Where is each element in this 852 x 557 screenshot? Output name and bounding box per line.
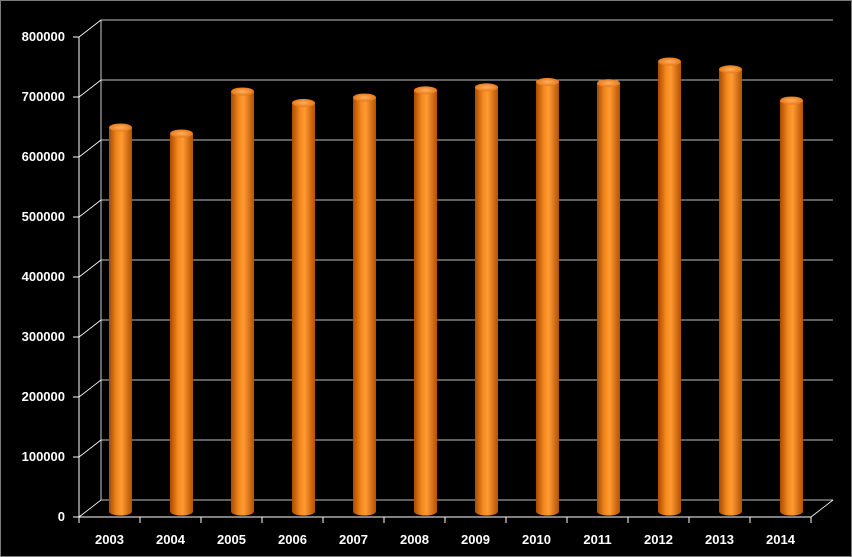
gridline-connector <box>78 199 102 218</box>
x-tick-label: 2013 <box>705 532 734 547</box>
axes <box>73 20 834 523</box>
gridline-connector <box>78 19 102 38</box>
y-tick-label: 100000 <box>22 449 65 464</box>
y-tick-label: 300000 <box>22 329 65 344</box>
gridline-connector <box>78 499 102 518</box>
bars <box>109 57 803 516</box>
x-tick-label: 2010 <box>522 532 551 547</box>
x-tick-label: 2008 <box>400 532 429 547</box>
x-axis-tick-labels: 2003 2004 2005 2006 2007 2008 2009 2010 2011 2012… <box>95 532 796 547</box>
y-axis-tick-labels: 0 100000 200000 300000 400000 500000 600000 700… <box>22 29 65 524</box>
x-tick-label: 2012 <box>644 532 673 547</box>
gridline-connector <box>78 79 102 98</box>
gridline-connector <box>78 379 102 398</box>
bar <box>475 83 498 516</box>
floor-edge <box>810 499 834 518</box>
bar <box>414 86 437 516</box>
x-tick-label: 2007 <box>339 532 368 547</box>
gridline-connector <box>78 439 102 458</box>
x-tick-label: 2011 <box>583 532 611 547</box>
x-tick-label: 2005 <box>217 532 246 547</box>
x-tick-label: 2006 <box>278 532 307 547</box>
x-tick-label: 2009 <box>461 532 490 547</box>
bar <box>353 93 376 516</box>
gridlines <box>78 19 833 518</box>
bar <box>658 57 681 516</box>
y-tick-label: 700000 <box>22 89 65 104</box>
y-tick-label: 500000 <box>22 209 65 224</box>
bar <box>231 87 254 516</box>
bar <box>292 98 315 516</box>
gridline-connector <box>78 259 102 278</box>
x-tick-label: 2004 <box>156 532 186 547</box>
bar <box>170 129 193 516</box>
bar <box>597 79 620 516</box>
y-tick-label: 200000 <box>22 389 65 404</box>
y-tick-label: 0 <box>58 509 65 524</box>
bar <box>536 77 559 516</box>
bar <box>719 65 742 516</box>
y-tick-label: 600000 <box>22 149 65 164</box>
bar <box>780 96 803 516</box>
gridline-connector <box>78 139 102 158</box>
y-tick-label: 800000 <box>22 29 65 44</box>
y-tick-label: 400000 <box>22 269 65 284</box>
bar <box>109 123 132 516</box>
x-tick-label: 2014 <box>766 532 796 547</box>
gridline-connector <box>78 319 102 338</box>
x-tick-label: 2003 <box>95 532 124 547</box>
